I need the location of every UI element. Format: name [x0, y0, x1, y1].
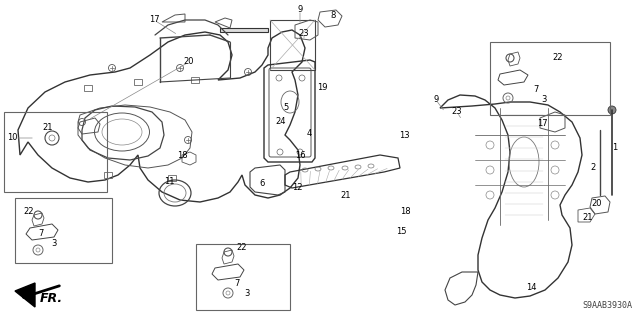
Text: 15: 15 [396, 227, 406, 236]
Text: 6: 6 [259, 179, 265, 188]
Text: 3: 3 [244, 288, 250, 298]
Text: 5: 5 [284, 102, 289, 112]
Text: 7: 7 [533, 85, 539, 94]
Text: 14: 14 [525, 284, 536, 293]
Text: 23: 23 [299, 28, 309, 38]
Text: 1: 1 [612, 144, 618, 152]
Polygon shape [220, 28, 268, 32]
Bar [196, 244, 290, 310]
Text: 21: 21 [583, 212, 593, 221]
Text: 21: 21 [340, 191, 351, 201]
Text: 23: 23 [452, 108, 462, 116]
Text: 7: 7 [234, 278, 240, 287]
Text: 16: 16 [294, 151, 305, 160]
Bar [15, 198, 112, 263]
Text: S9AAB3930A: S9AAB3930A [582, 301, 632, 310]
Text: 11: 11 [164, 176, 174, 186]
Text: 17: 17 [537, 118, 547, 128]
Text: 2: 2 [590, 164, 596, 173]
Text: 18: 18 [177, 151, 188, 160]
Text: 22: 22 [237, 243, 247, 253]
Circle shape [608, 106, 616, 114]
Text: 13: 13 [399, 130, 410, 139]
Text: 9: 9 [298, 5, 303, 14]
Text: 20: 20 [592, 199, 602, 209]
Text: 17: 17 [148, 16, 159, 25]
Text: 7: 7 [38, 228, 44, 238]
Text: 12: 12 [292, 182, 302, 191]
Bar [4, 112, 107, 192]
Text: 8: 8 [330, 11, 336, 19]
Text: 22: 22 [24, 206, 35, 216]
Text: 18: 18 [400, 206, 410, 216]
Text: 3: 3 [541, 95, 547, 105]
Bar [490, 42, 610, 115]
Text: 4: 4 [307, 129, 312, 137]
Polygon shape [15, 283, 35, 307]
Text: FR.: FR. [40, 293, 63, 306]
Text: 22: 22 [553, 54, 563, 63]
Text: 20: 20 [184, 57, 195, 66]
Text: 9: 9 [433, 95, 438, 105]
Text: 3: 3 [51, 239, 57, 248]
Text: 10: 10 [7, 133, 17, 143]
Text: 19: 19 [317, 83, 327, 92]
Text: 24: 24 [276, 117, 286, 127]
Text: 21: 21 [43, 122, 53, 131]
